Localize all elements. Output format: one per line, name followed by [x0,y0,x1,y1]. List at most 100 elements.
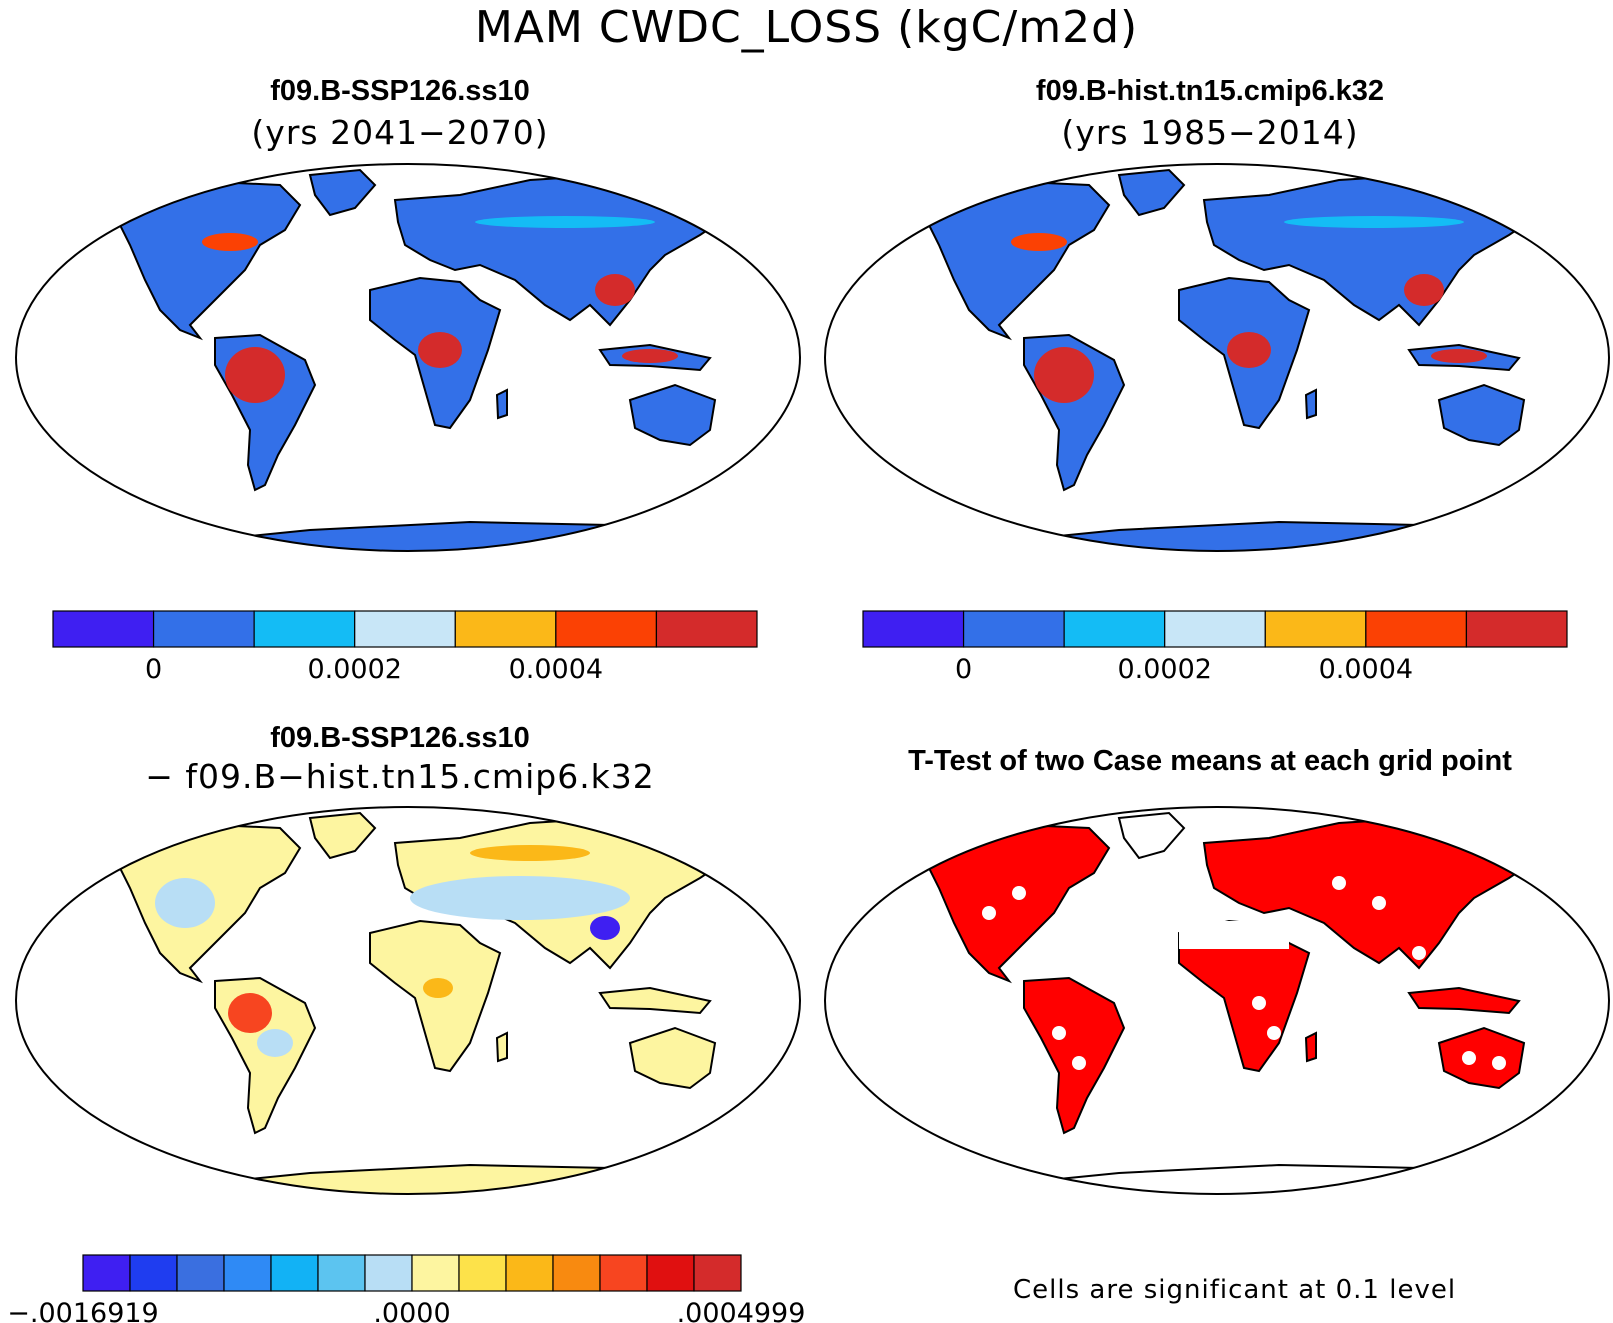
non-significant-cell [1052,1026,1066,1040]
continent-greenland [1117,168,1186,217]
colorbar-box [354,610,456,648]
map-border [15,163,801,552]
siberia-positive-area [470,845,590,861]
continent-madagascar [1304,1031,1317,1063]
colorbar-box [862,610,965,648]
continent-madagascar [495,1031,508,1063]
east-asia-negative-area [590,916,620,940]
colorbar-box [599,1254,648,1292]
na-negative-area [155,878,215,928]
panel-2-map [824,163,1610,552]
continent-greenland [1117,811,1186,860]
non-significant-cell [982,906,996,920]
colorbar-box [364,1254,413,1292]
panel-2-title: f09.B-hist.tn15.cmip6.k32 [1035,75,1385,107]
amazon-hotspot [1034,347,1094,403]
non-significant-cell [1072,1056,1086,1070]
amazon-negative-area [257,1029,293,1057]
map-border [824,163,1610,552]
panel-4-title: T-Test of two Case means at each grid po… [908,745,1512,777]
continent-samerica [1023,976,1126,1135]
continent-madagascar [1304,388,1317,420]
panel-1-subtitle: (yrs 2041−2070) [251,113,549,152]
colorbar-box [52,610,155,648]
continent-indonesia [1407,986,1521,1015]
continent-australia [1437,383,1526,447]
colorbar-tick-label: .0000 [373,1298,450,1323]
colorbar-box [505,1254,554,1292]
congo-hotspot [418,332,462,368]
colorbar-box [176,1254,225,1292]
colorbar-box [411,1254,460,1292]
panel-1-colorbar: 0 0.0002 0.0004 [52,610,758,685]
non-significant-cell [1372,896,1386,910]
map-border [824,806,1610,1195]
colorbar-box [1465,610,1568,648]
colorbar-tick-label: 0.0002 [307,654,401,685]
colorbar-box [317,1254,366,1292]
continent-namerica [108,180,302,341]
east-asia-hotspot [1404,274,1444,306]
non-significant-cell [1267,1026,1281,1040]
colorbar-box [253,610,356,648]
colorbar-box [454,610,557,648]
colorbar-box [655,610,758,648]
boreal-band [475,216,655,228]
north-america-band [202,233,258,251]
colorbar-tick-label: .0004999 [677,1298,806,1323]
panel-3-colorbar: −.0016919 .0000 .0004999 [7,1254,805,1323]
colorbar-box [270,1254,319,1292]
east-asia-hotspot [595,274,635,306]
panel-4-map [824,806,1610,1195]
continent-australia [1437,1026,1526,1090]
colorbar-box [129,1254,178,1292]
panel-1-title: f09.B-SSP126.ss10 [270,75,530,107]
panel-1-map [15,163,801,552]
non-significant-cell [1462,1051,1476,1065]
colorbar-box [1164,610,1266,648]
indonesia-hotspot [622,349,678,363]
continent-indonesia [598,986,712,1015]
continent-australia [628,383,717,447]
continent-madagascar [495,388,508,420]
significance-note: Cells are significant at 0.1 level [1013,1275,1457,1305]
colorbar-box [552,1254,601,1292]
colorbar-box [646,1254,695,1292]
panel-3-map [15,806,801,1195]
colorbar-box [962,610,1065,648]
non-significant-cell [1012,886,1026,900]
amazon-hotspot [225,347,285,403]
colorbar-tick-label: −.0016919 [7,1298,158,1323]
non-significant-cell [1492,1056,1506,1070]
colorbar-tick-label: 0.0004 [509,654,603,685]
non-significant-cell [1332,876,1346,890]
panel-2-colorbar: 0 0.0002 0.0004 [862,610,1568,685]
continent-namerica [917,180,1111,341]
non-significant-cell [1252,996,1266,1010]
figure-title: MAM CWDC_LOSS (kgC/m2d) [474,2,1139,53]
sahara-non-significant [1179,921,1289,949]
colorbar-box [152,610,255,648]
colorbar-box [223,1254,272,1292]
panel-3-subtitle: − f09.B−hist.tn15.cmip6.k32 [145,757,655,796]
continent-greenland [308,168,377,217]
panel-3-title: f09.B-SSP126.ss10 [270,722,530,754]
amazon-positive-area [228,993,272,1033]
congo-hotspot [1227,332,1271,368]
colorbar-box [82,1254,131,1292]
continent-greenland [308,811,377,860]
continent-namerica [917,823,1111,984]
colorbar-tick-label: 0.0004 [1319,654,1413,685]
colorbar-tick-label: 0.0002 [1117,654,1211,685]
colorbar-box [693,1254,742,1292]
north-america-band [1011,233,1067,251]
eurasia-negative-area [410,876,630,920]
indonesia-hotspot [1431,349,1487,363]
boreal-band [1284,216,1464,228]
colorbar-box [1365,610,1468,648]
colorbar-box [1264,610,1367,648]
non-significant-cell [1412,946,1426,960]
panel-2-subtitle: (yrs 1985−2014) [1061,113,1359,152]
colorbar-box [1063,610,1166,648]
colorbar-box [555,610,658,648]
